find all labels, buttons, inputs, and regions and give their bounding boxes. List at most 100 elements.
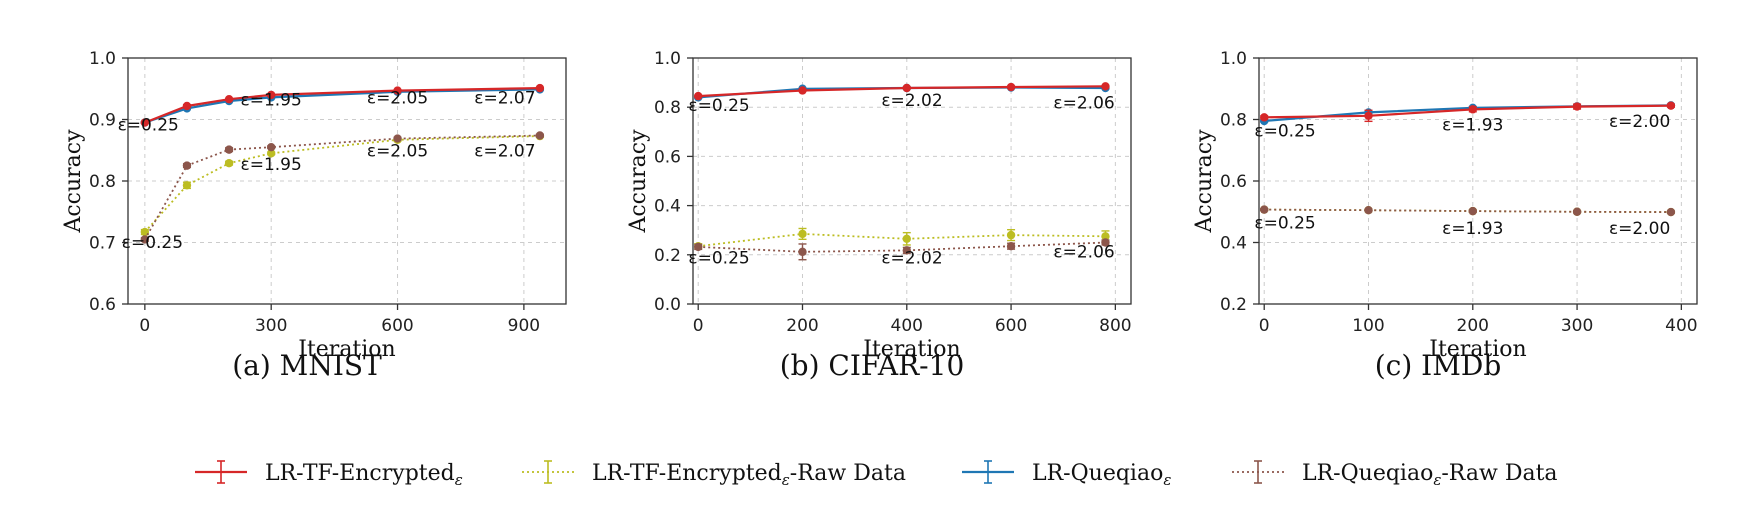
epsilon-annotation: ε=0.25 [122, 233, 183, 253]
data-point [1006, 241, 1016, 251]
chart-panel: 0 100 200 300 400 0.2 0.4 0.6 0.8 1.0 Iteration Acc… [1192, 49, 1698, 382]
panel-caption: (b) CIFAR-10 [780, 349, 965, 382]
axes-frame [692, 57, 1132, 305]
data-point [1101, 232, 1110, 241]
y-axis-label: Accuracy [61, 129, 86, 234]
y-tick-label: 0.8 [89, 172, 116, 192]
y-axis-label: Accuracy [626, 129, 651, 234]
legend-entry: LR-TF-Encryptedε [195, 460, 463, 489]
data-point [1572, 102, 1582, 111]
x-tick-label: 300 [1561, 316, 1593, 336]
epsilon-annotation: ε=1.95 [241, 90, 302, 110]
x-tick-label: 800 [1099, 316, 1131, 336]
series [1260, 205, 1676, 217]
y-tick-label: 0.9 [89, 111, 116, 131]
data-point [1468, 206, 1477, 216]
panel-caption: (a) MNIST [232, 349, 382, 382]
series-line [144, 87, 540, 124]
data-point [798, 247, 807, 257]
epsilon-annotation: ε=2.06 [1053, 242, 1114, 262]
x-tick-label: 300 [255, 316, 287, 336]
panel-caption: (c) IMDb [1375, 349, 1502, 382]
epsilon-annotation: ε=2.02 [881, 248, 942, 268]
epsilon-annotation: ε=2.07 [474, 89, 535, 109]
data-point [1572, 207, 1582, 216]
x-tick-label: 0 [1259, 316, 1270, 336]
data-point [393, 134, 402, 143]
y-tick-label: 0.4 [654, 197, 681, 217]
data-point [1260, 113, 1269, 122]
x-tick-label: 200 [786, 316, 818, 336]
x-tick-label: 100 [1352, 316, 1384, 336]
y-tick-label: 0.6 [1220, 172, 1247, 192]
data-point [798, 229, 807, 239]
epsilon-annotation: ε=2.02 [881, 91, 942, 111]
x-tick-label: 900 [508, 316, 540, 336]
series-line [1264, 208, 1671, 214]
data-point [393, 86, 402, 95]
data-point [1364, 206, 1373, 215]
y-tick-label: 0.8 [1220, 111, 1247, 131]
data-point [535, 83, 545, 93]
y-tick-label: 0.0 [654, 295, 681, 315]
data-point [182, 101, 192, 111]
legend-entry: LR-TF-Encryptedε-Raw Data [522, 460, 906, 489]
data-point [902, 83, 911, 93]
x-axis-label: Iteration [1429, 337, 1526, 362]
x-tick-label: 600 [381, 316, 413, 336]
series-line [144, 88, 540, 124]
x-tick-label: 200 [1457, 316, 1489, 336]
data-point [266, 149, 276, 158]
y-tick-label: 1.0 [1220, 49, 1247, 69]
x-axis-label: Iteration [863, 337, 960, 362]
chart-panel: 0 300 600 900 0.6 0.7 0.8 0.9 1.0 Iteration Accura… [61, 49, 567, 382]
x-tick-label: 400 [1665, 316, 1697, 336]
chart-panels: 0 300 600 900 0.6 0.7 0.8 0.9 1.0 Iteration Accura… [61, 49, 1698, 382]
x-axis-label: Iteration [298, 337, 395, 362]
data-point [1666, 101, 1676, 110]
x-tick-label: 0 [693, 316, 704, 336]
epsilon-annotation: ε=1.93 [1442, 115, 1503, 135]
y-tick-label: 1.0 [89, 49, 116, 69]
y-tick-label: 0.6 [89, 295, 116, 315]
legend-label: LR-Queqiaoε-Raw Data [1302, 461, 1558, 489]
epsilon-annotation: ε=2.07 [474, 141, 535, 161]
epsilon-annotation: ε=0.25 [1254, 214, 1315, 234]
series [1260, 205, 1676, 217]
epsilon-annotation: ε=2.00 [1609, 112, 1670, 132]
x-tick-label: 600 [995, 316, 1027, 336]
series [694, 238, 1110, 261]
data-point [694, 91, 703, 101]
data-point [1260, 205, 1269, 214]
epsilon-annotation: ε=0.25 [688, 248, 749, 268]
data-point [694, 242, 703, 252]
y-tick-label: 0.6 [654, 147, 681, 167]
legend-entry: LR-Queqiaoε [962, 460, 1171, 489]
x-tick-label: 400 [891, 316, 923, 336]
series-line [144, 134, 540, 240]
data-point [182, 181, 192, 190]
data-point [224, 158, 234, 168]
y-tick-label: 0.8 [654, 98, 681, 118]
data-point [182, 161, 192, 170]
epsilon-annotation: ε=1.93 [1442, 219, 1503, 239]
data-point [902, 234, 911, 244]
epsilon-annotation: ε=1.95 [241, 155, 302, 175]
data-point [1101, 238, 1110, 247]
epsilon-annotation: ε=2.06 [1053, 93, 1114, 113]
y-tick-label: 0.2 [654, 246, 681, 266]
series-line [698, 232, 1106, 248]
data-point [1364, 111, 1373, 121]
x-tick-label: 0 [139, 316, 150, 336]
data-point [798, 86, 807, 95]
legend-label: LR-TF-Encryptedε [265, 461, 463, 489]
data-point [1468, 105, 1477, 114]
series [140, 131, 545, 244]
data-point [140, 235, 150, 244]
data-point [1006, 82, 1016, 92]
series [140, 83, 545, 127]
data-point [266, 142, 276, 152]
legend-entry: LR-Queqiaoε-Raw Data [1232, 460, 1558, 489]
data-point [266, 90, 276, 100]
